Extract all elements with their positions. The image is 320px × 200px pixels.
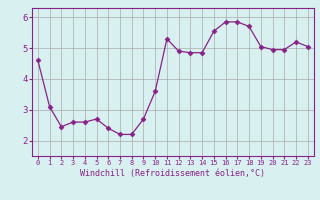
X-axis label: Windchill (Refroidissement éolien,°C): Windchill (Refroidissement éolien,°C) — [80, 169, 265, 178]
